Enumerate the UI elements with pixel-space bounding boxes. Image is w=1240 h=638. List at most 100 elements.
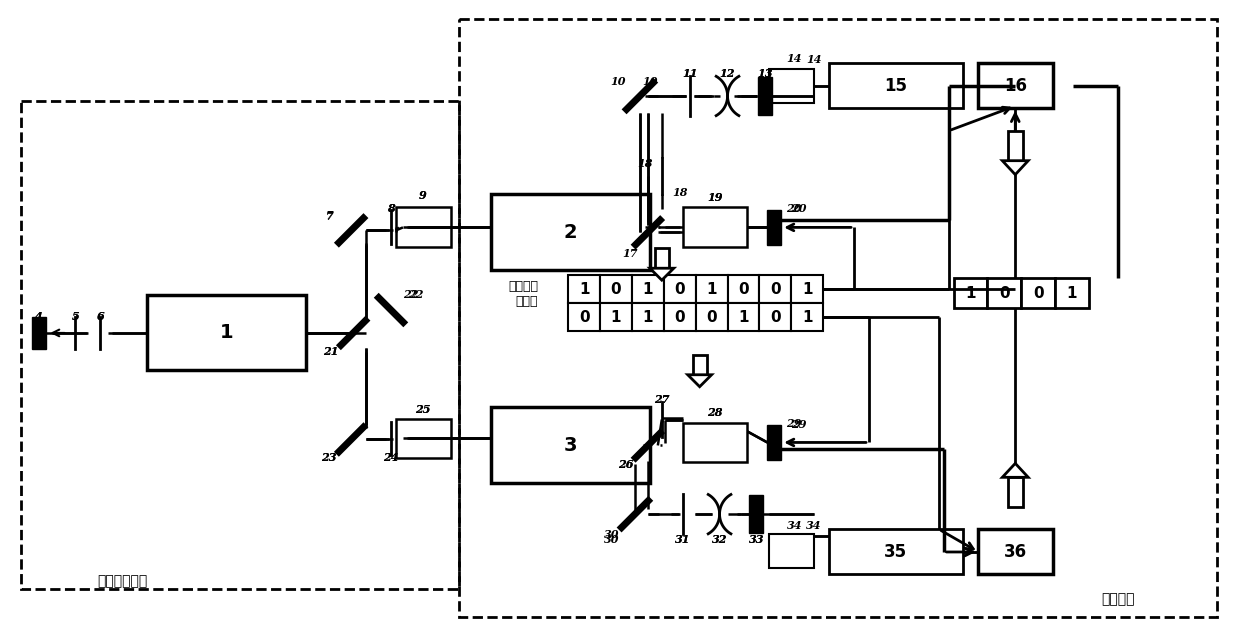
Text: 7: 7 [325,210,334,221]
Text: 22: 22 [403,288,419,300]
Text: 8: 8 [387,203,394,214]
Bar [396,207,451,248]
Text: 18: 18 [637,158,652,169]
Bar [791,275,823,303]
Bar [759,303,791,331]
Bar [749,495,764,533]
Polygon shape [1002,161,1028,175]
Bar [1008,477,1023,507]
Bar [600,303,632,331]
Bar [768,425,781,460]
Bar [696,275,728,303]
Text: 0: 0 [707,309,717,325]
Text: 29: 29 [786,418,802,429]
Text: 25: 25 [415,404,430,415]
Text: 28: 28 [707,407,723,418]
Text: 26: 26 [619,459,634,470]
Text: 6: 6 [97,311,104,322]
Text: 1: 1 [642,309,653,325]
Bar [632,303,663,331]
Text: 1: 1 [707,281,717,297]
Bar [568,275,600,303]
Bar [759,275,791,303]
Text: 24: 24 [383,452,399,463]
Text: 34: 34 [786,519,802,531]
Polygon shape [1002,463,1028,477]
Bar [663,275,696,303]
Text: 6: 6 [97,311,104,322]
Text: 19: 19 [707,192,723,203]
Text: 15: 15 [884,77,908,95]
Text: 18: 18 [672,187,687,198]
Text: 30: 30 [604,533,620,545]
Text: 30: 30 [604,528,620,540]
Text: 中心控制模块: 中心控制模块 [97,574,148,588]
Bar [830,63,963,108]
Text: 24: 24 [383,452,399,463]
Text: 31: 31 [675,533,691,545]
Bar [769,69,815,103]
Text: 0: 0 [999,286,1009,300]
Text: 1: 1 [802,281,812,297]
Bar [728,275,759,303]
Bar [978,63,1053,108]
Text: 1: 1 [738,309,749,325]
Bar [830,529,963,574]
Text: 12: 12 [719,68,735,78]
Polygon shape [688,375,712,387]
Text: 32: 32 [712,533,728,545]
Text: 1: 1 [965,286,976,300]
Bar [31,317,46,349]
Bar [683,207,748,248]
Text: 33: 33 [749,533,764,545]
Text: 10: 10 [610,75,626,87]
Text: 0: 0 [1033,286,1044,300]
Text: 34: 34 [806,519,822,531]
Bar [768,210,781,245]
Text: 0: 0 [579,309,589,325]
Text: 21: 21 [324,346,339,357]
Bar [491,406,650,483]
Text: 19: 19 [707,192,723,203]
Text: 12: 12 [719,68,735,78]
Bar [978,529,1053,574]
Text: 13: 13 [758,68,773,78]
Text: 16: 16 [1003,77,1027,95]
Text: 28: 28 [707,407,723,418]
Text: 1: 1 [802,309,812,325]
Text: 随机比特
发生器: 随机比特 发生器 [508,280,538,308]
Bar [1008,131,1023,161]
Text: 11: 11 [682,68,697,78]
Text: 25: 25 [415,404,430,415]
Text: 14: 14 [806,54,822,64]
Text: 23: 23 [321,452,337,463]
Text: 35: 35 [884,543,908,561]
Text: 20: 20 [791,203,807,214]
Bar [1055,278,1089,308]
Text: 27: 27 [653,394,670,405]
Text: 0: 0 [675,281,684,297]
Bar [148,295,306,370]
Bar [1022,278,1055,308]
Text: 0: 0 [675,309,684,325]
Text: 0: 0 [611,281,621,297]
Bar [769,534,815,568]
Text: 26: 26 [619,459,634,470]
Text: 14: 14 [786,53,802,64]
Text: 4: 4 [35,311,42,322]
Text: 8: 8 [387,203,394,214]
Bar [663,303,696,331]
Text: 20: 20 [786,203,802,214]
Text: 22: 22 [408,288,424,300]
Text: 23: 23 [321,452,337,463]
Bar [655,248,668,268]
Bar [987,278,1022,308]
Text: 0: 0 [770,281,781,297]
Bar [791,303,823,331]
Text: 21: 21 [324,346,339,357]
Text: 17: 17 [622,248,637,259]
Text: 1: 1 [219,323,233,343]
Text: 11: 11 [682,68,697,78]
Text: 9: 9 [419,190,427,201]
Text: 5: 5 [72,311,79,322]
